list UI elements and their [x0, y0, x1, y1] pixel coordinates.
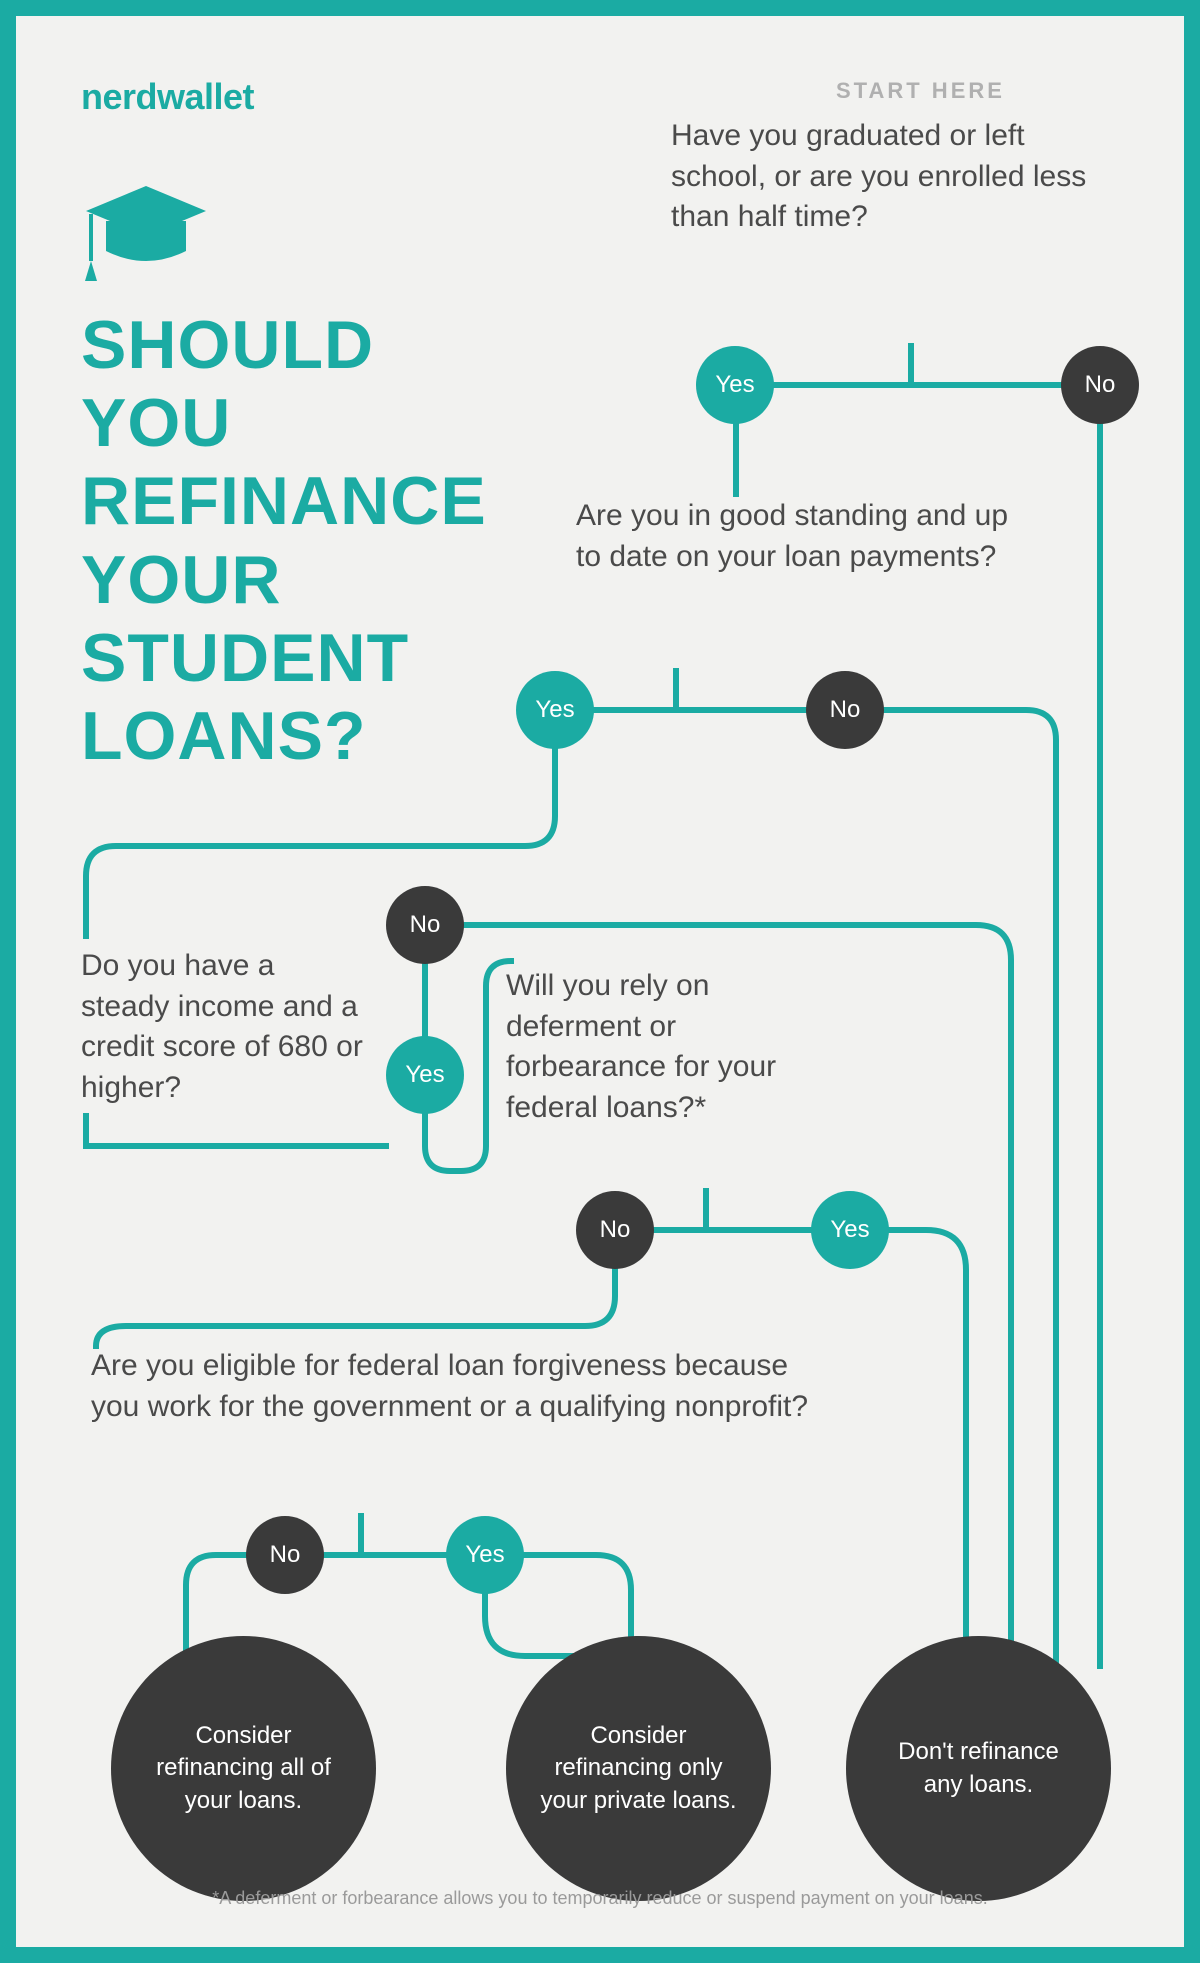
question-q1: Have you graduated or left school, or ar… — [671, 116, 1121, 238]
footnote: *A deferment or forbearance allows you t… — [16, 1888, 1184, 1909]
node-q1-no: No — [1061, 346, 1139, 424]
grad-cap-icon — [81, 176, 211, 291]
node-q5-no: No — [246, 1516, 324, 1594]
outcome-refinance-all: Consider refinancing all of your loans. — [111, 1636, 376, 1901]
question-q2: Are you in good standing and up to date … — [576, 496, 1026, 577]
node-q4-no: No — [576, 1191, 654, 1269]
node-q4-yes: Yes — [811, 1191, 889, 1269]
main-title: SHOULD YOU REFINANCE YOUR STUDENT LOANS? — [81, 306, 487, 775]
node-q1-yes: Yes — [696, 346, 774, 424]
title-line: YOUR — [81, 542, 281, 618]
node-q5-yes: Yes — [446, 1516, 524, 1594]
question-q4: Will you rely on deferment or forbearanc… — [506, 966, 836, 1128]
title-line: SHOULD — [81, 307, 374, 383]
node-q2-yes: Yes — [516, 671, 594, 749]
title-line: STUDENT — [81, 620, 409, 696]
outcome-refinance-private: Consider refinancing only your private l… — [506, 1636, 771, 1901]
title-line: LOANS? — [81, 698, 367, 774]
outcome-dont-refinance: Don't refinance any loans. — [846, 1636, 1111, 1901]
node-q2-no: No — [806, 671, 884, 749]
infographic-frame: nerdwallet START HERE SHOULD YOU REFINAN… — [0, 0, 1200, 1963]
title-line: REFINANCE — [81, 463, 487, 539]
title-line: YOU — [81, 385, 231, 461]
node-q3-no: No — [386, 886, 464, 964]
question-q5: Are you eligible for federal loan forgiv… — [91, 1346, 811, 1427]
node-q3-yes: Yes — [386, 1036, 464, 1114]
question-q3: Do you have a steady income and a credit… — [81, 946, 371, 1108]
start-here-label: START HERE — [836, 78, 1005, 104]
